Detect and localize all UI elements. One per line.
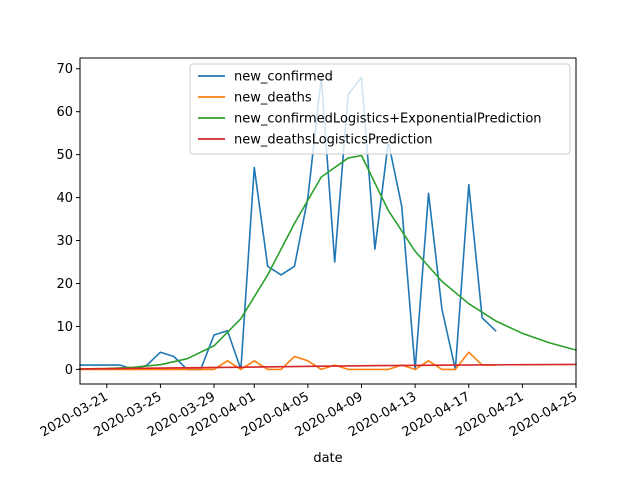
y-tick-label: 20 [56,277,73,292]
y-tick-label: 70 [56,62,73,77]
series-layer [79,76,577,371]
legend-entry: new_confirmed [234,70,333,85]
x-axis: 2020-03-212020-03-252020-03-292020-04-01… [38,384,580,440]
legend-entry: new_confirmedLogistics+ExponentialPredic… [234,112,542,127]
legend-entry: new_deaths [234,91,312,106]
plot-frame [79,57,577,385]
legend-entry: new_deathsLogisticsPrediction [234,133,433,148]
series-line-2 [79,154,577,370]
y-tick-label: 30 [56,234,73,249]
series-line-1 [79,351,497,371]
legend-box [189,63,571,155]
series-line-0 [79,76,497,371]
y-tick-label: 10 [56,320,73,335]
y-tick-label: 40 [56,191,73,206]
x-axis-label: date [313,451,342,466]
y-tick-label: 0 [65,363,73,378]
y-tick-label: 60 [56,105,73,120]
y-axis: 0 10 20 30 40 50 60 70 [56,62,80,378]
series-line-3 [79,363,577,370]
legend: new_confirmed new_deaths new_confirmedLogi… [189,63,571,155]
y-tick-label: 50 [56,148,73,163]
